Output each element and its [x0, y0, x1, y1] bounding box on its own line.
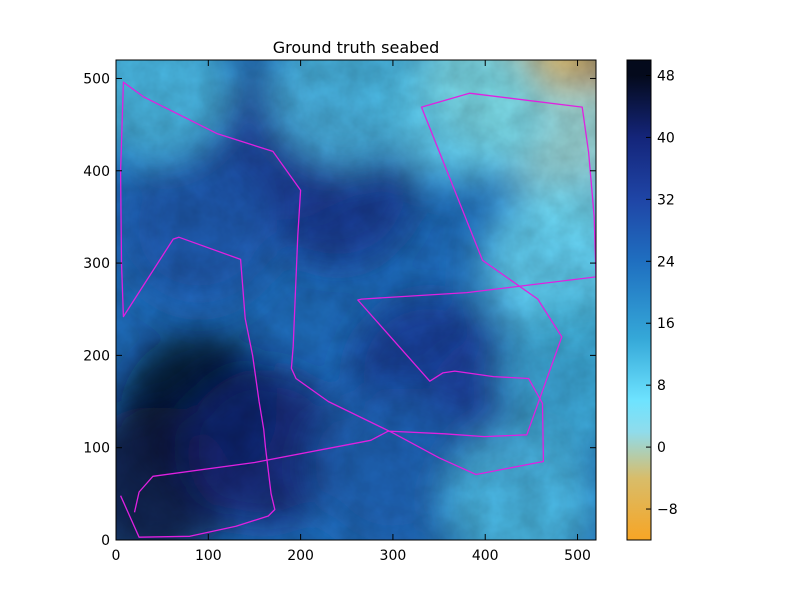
x-tick-label: 0: [112, 548, 121, 564]
colorbar-scale: [626, 59, 652, 541]
colorbar-tick-label: 32: [657, 192, 675, 208]
y-tick-label: 500: [83, 71, 110, 87]
colorbar: −8 0 8 16 24 32 40 48: [626, 59, 678, 541]
colorbar-tick-label: −8: [657, 502, 678, 518]
colorbar-tick-label: 16: [657, 316, 675, 332]
y-axis: 0 100 200 300 400 500: [83, 71, 596, 549]
survey-track-line: [119, 81, 596, 538]
colorbar-tick-label: 24: [657, 254, 675, 270]
x-tick-label: 300: [380, 548, 407, 564]
y-tick-label: 400: [83, 164, 110, 180]
x-tick-label: 400: [472, 548, 499, 564]
colorbar-ticks: −8 0 8 16 24 32 40 48: [646, 68, 678, 518]
x-tick-label: 500: [564, 548, 591, 564]
colorbar-tick-label: 0: [657, 440, 666, 456]
colorbar-tick-label: 48: [657, 68, 675, 84]
survey-track-layer: [119, 81, 596, 538]
colorbar-tick-label: 40: [657, 130, 675, 146]
heatmap-area: [116, 60, 596, 540]
x-axis: 0 100 200 300 400 500: [112, 60, 591, 564]
chart-title: Ground truth seabed: [273, 38, 440, 57]
y-tick-label: 300: [83, 256, 110, 272]
x-tick-label: 200: [287, 548, 314, 564]
y-tick-label: 100: [83, 441, 110, 457]
plot-frame: [115, 59, 597, 541]
heatmap-texture: [116, 60, 596, 540]
colorbar-tick-label: 8: [657, 378, 666, 394]
y-tick-label: 200: [83, 348, 110, 364]
y-tick-label: 0: [101, 533, 110, 549]
x-tick-label: 100: [195, 548, 222, 564]
